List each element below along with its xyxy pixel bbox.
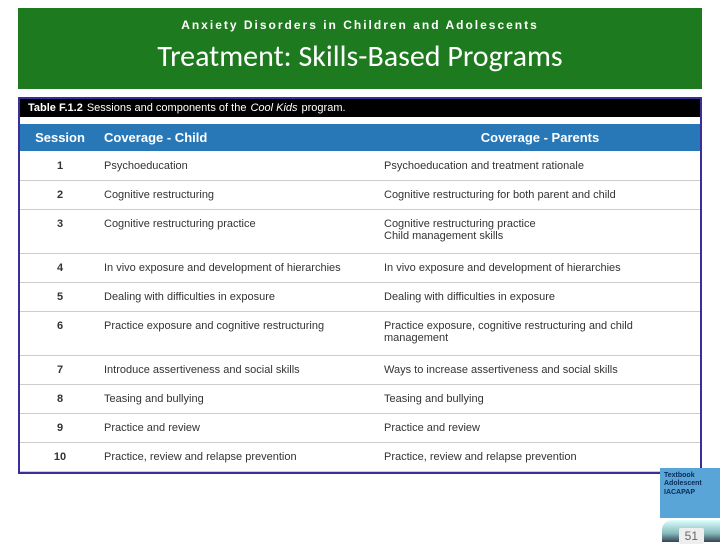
cell-child: Psychoeducation	[100, 152, 380, 180]
header-title: Treatment: Skills-Based Programs	[38, 38, 682, 75]
cell-child: In vivo exposure and development of hier…	[100, 254, 380, 282]
badge-line1: Textbook	[664, 472, 716, 480]
cell-child: Cognitive restructuring practice	[100, 210, 380, 253]
cell-session: 2	[20, 181, 100, 209]
table-row: 1PsychoeducationPsychoeducation and trea…	[20, 152, 700, 181]
badge-line2: Adolescent	[664, 480, 716, 488]
cell-parent: Dealing with difficulties in exposure	[380, 283, 700, 311]
caption-italic: Cool Kids	[250, 102, 297, 114]
table-body: 1PsychoeducationPsychoeducation and trea…	[20, 152, 700, 472]
cell-parent: Ways to increase assertiveness and socia…	[380, 356, 700, 384]
cell-child: Introduce assertiveness and social skill…	[100, 356, 380, 384]
cell-session: 1	[20, 152, 100, 180]
cell-session: 10	[20, 443, 100, 471]
table-row: 2Cognitive restructuringCognitive restru…	[20, 181, 700, 210]
cell-child: Practice exposure and cognitive restruct…	[100, 312, 380, 355]
cell-child: Dealing with difficulties in exposure	[100, 283, 380, 311]
caption-mid: Sessions and components of the	[87, 102, 247, 114]
cell-session: 6	[20, 312, 100, 355]
table-row: 3Cognitive restructuring practiceCogniti…	[20, 210, 700, 254]
cell-parent: Psychoeducation and treatment rationale	[380, 152, 700, 180]
cell-session: 3	[20, 210, 100, 253]
cell-parent: Practice and review	[380, 414, 700, 442]
cell-parent: Practice exposure, cognitive restructuri…	[380, 312, 700, 355]
cell-session: 4	[20, 254, 100, 282]
cell-child: Practice and review	[100, 414, 380, 442]
cell-session: 9	[20, 414, 100, 442]
cell-parent: Cognitive restructuring practice Child m…	[380, 210, 700, 253]
cell-parent: Practice, review and relapse prevention	[380, 443, 700, 471]
cell-child: Teasing and bullying	[100, 385, 380, 413]
cell-child: Cognitive restructuring	[100, 181, 380, 209]
badge-line3: IACAPAP	[664, 489, 716, 497]
cell-parent: In vivo exposure and development of hier…	[380, 254, 700, 282]
table-caption: Table F.1.2 Sessions and components of t…	[20, 99, 700, 117]
cell-parent: Cognitive restructuring for both parent …	[380, 181, 700, 209]
table-header-row: Session Coverage - Child Coverage - Pare…	[20, 123, 700, 152]
cell-session: 7	[20, 356, 100, 384]
col-header-child: Coverage - Child	[100, 124, 380, 151]
slide-header: Anxiety Disorders in Children and Adoles…	[18, 8, 702, 89]
cell-parent: Teasing and bullying	[380, 385, 700, 413]
table-row: 10Practice, review and relapse preventio…	[20, 443, 700, 472]
header-subtitle: Anxiety Disorders in Children and Adoles…	[38, 18, 682, 32]
table-row: 8Teasing and bullyingTeasing and bullyin…	[20, 385, 700, 414]
col-header-parent: Coverage - Parents	[380, 124, 700, 151]
page-number: 51	[679, 528, 704, 544]
caption-prefix: Table F.1.2	[28, 102, 83, 114]
caption-suffix: program.	[302, 102, 346, 114]
table-row: 9Practice and reviewPractice and review	[20, 414, 700, 443]
program-table: Table F.1.2 Sessions and components of t…	[18, 97, 702, 474]
table-row: 6Practice exposure and cognitive restruc…	[20, 312, 700, 356]
table-row: 7Introduce assertiveness and social skil…	[20, 356, 700, 385]
textbook-badge: Textbook Adolescent IACAPAP	[660, 468, 720, 518]
col-header-session: Session	[20, 124, 100, 151]
table-row: 5Dealing with difficulties in exposureDe…	[20, 283, 700, 312]
cell-session: 5	[20, 283, 100, 311]
cell-child: Practice, review and relapse prevention	[100, 443, 380, 471]
cell-session: 8	[20, 385, 100, 413]
table-row: 4In vivo exposure and development of hie…	[20, 254, 700, 283]
